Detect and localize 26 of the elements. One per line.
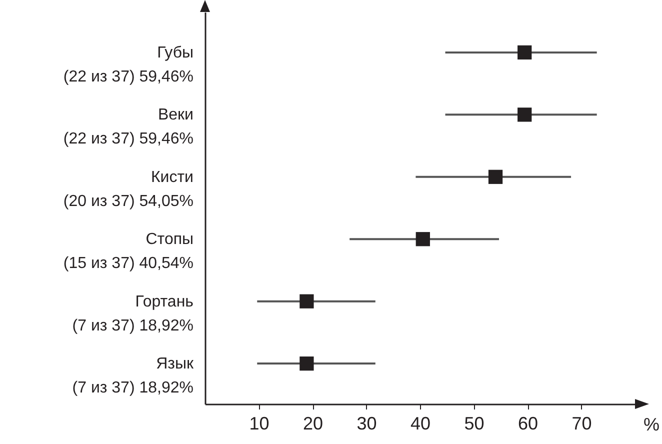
point — [518, 45, 532, 60]
data-label: (20 из 37) 54,05% — [63, 192, 194, 210]
data-label: (7 из 37) 18,92% — [72, 380, 194, 397]
data-label: (22 из 37) 59,46% — [63, 68, 194, 86]
y-tick-label: Гортань — [135, 293, 194, 310]
x-tick-label: 60 — [518, 414, 538, 434]
x-axis-title: % — [643, 414, 660, 434]
point — [300, 294, 314, 308]
data-label: (15 из 37) 40,54% — [63, 255, 194, 272]
y-tick-label: Веки — [158, 106, 194, 124]
y-tick-label: Язык — [156, 356, 194, 373]
x-tick-label: 70 — [572, 414, 592, 434]
y-tick-label: Кисти — [150, 168, 194, 186]
data-label: (7 из 37) 18,92% — [72, 317, 194, 334]
y-tick-label: Стопы — [146, 231, 194, 248]
data-label: (22 из 37) 59,46% — [63, 130, 194, 148]
point — [518, 108, 532, 122]
point — [300, 356, 314, 371]
x-tick-label: 50 — [464, 414, 484, 434]
x-tick-label: 10 — [249, 414, 270, 434]
point — [416, 232, 430, 246]
x-tick-label: 20 — [302, 414, 324, 434]
y-tick-label: Губы — [157, 44, 194, 62]
point — [488, 170, 503, 184]
x-tick-label: 40 — [410, 414, 431, 434]
x-tick-label: 30 — [356, 414, 377, 434]
